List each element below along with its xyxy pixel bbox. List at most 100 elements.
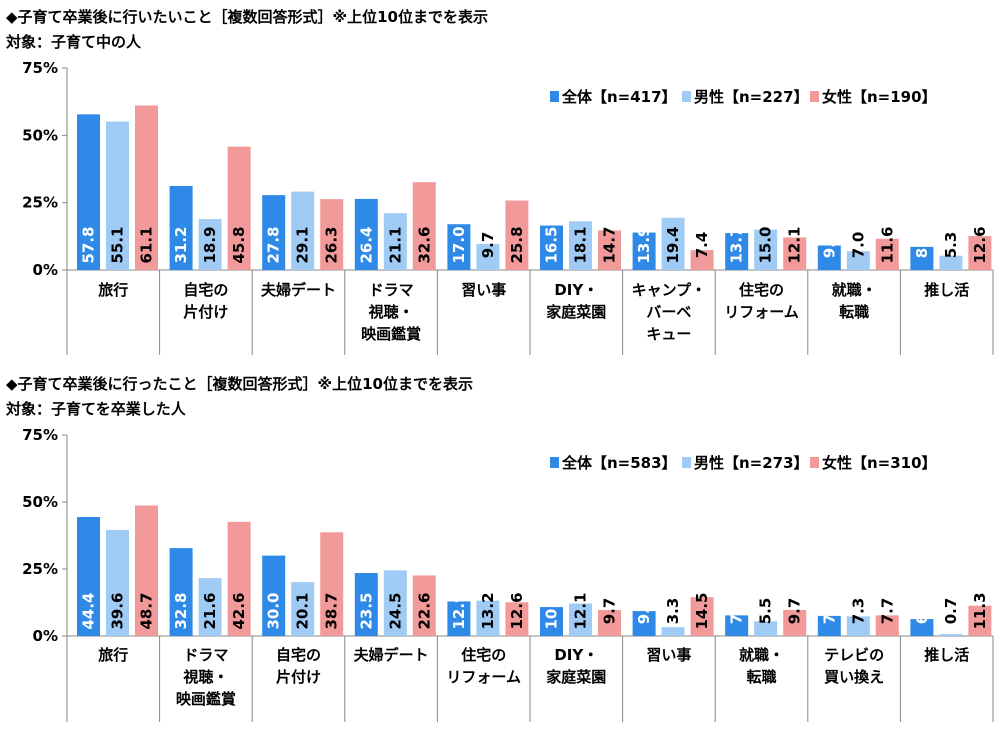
bar (754, 229, 778, 270)
data-label: 21.1 (386, 226, 404, 263)
data-label: 12.9 (450, 592, 468, 629)
bar (939, 255, 963, 270)
data-label: 31.2 (172, 226, 190, 263)
bar (569, 603, 592, 636)
category-label: 推し活 (924, 646, 969, 664)
data-label: 17.0 (450, 226, 468, 263)
bar (632, 611, 656, 636)
legend-swatch (550, 91, 559, 102)
chart1-plot: 0% 25% 50% 75% 57.8 31.2 27.8 26.4 17.0 16.5 13.9 1… (22, 59, 994, 355)
data-label: 15.0 (757, 226, 775, 263)
bar (77, 114, 100, 270)
data-label: 7.7 (878, 598, 896, 625)
legend-swatch (682, 457, 691, 468)
bar (725, 233, 749, 270)
data-label: 7.4 (693, 232, 711, 259)
y-tick-label: 25% (22, 194, 58, 212)
bar (169, 548, 193, 636)
data-label: 7.3 (849, 598, 867, 625)
legend-swatch (682, 91, 691, 102)
data-label: 39.6 (109, 592, 127, 629)
data-label: 16.5 (543, 226, 561, 263)
bar (262, 195, 286, 270)
data-label: 27.8 (265, 226, 283, 263)
y-tick-label: 50% (22, 126, 58, 144)
bar (198, 219, 222, 270)
bar (846, 251, 870, 270)
bar (505, 602, 529, 636)
data-label: 25.8 (508, 226, 526, 263)
category-label: 就職・転職 (832, 281, 877, 321)
data-label: 12.1 (786, 226, 804, 263)
data-label: 32.6 (415, 226, 433, 263)
data-label: 5.5 (757, 598, 775, 625)
category-label: 旅行 (98, 281, 128, 299)
bar (817, 245, 841, 270)
category-label: キャンプ・バーベキュー (632, 281, 707, 343)
category-label: 習い事 (461, 281, 506, 299)
data-label: 9.7 (601, 598, 619, 625)
bar (690, 597, 714, 636)
bar (354, 573, 378, 636)
data-label: 55.1 (109, 226, 127, 263)
data-label: 57.8 (80, 226, 98, 263)
data-label: 9.1 (820, 232, 838, 259)
data-label: 23.5 (357, 592, 375, 629)
data-label: 21.6 (201, 592, 219, 629)
data-label: 14.7 (601, 226, 619, 263)
data-label: 24.5 (386, 592, 404, 629)
bar (354, 198, 378, 270)
bar (783, 237, 807, 270)
data-label: 9.7 (479, 232, 497, 259)
data-label: 18.1 (572, 226, 590, 263)
data-label: 3.3 (664, 598, 682, 625)
data-label: 11.6 (878, 226, 896, 263)
category-label: 就職・転職 (739, 646, 784, 686)
chart2-plot: 0% 25% 50% 75% 44.4 32.8 30.0 23.5 12.9 10.8 9.3 7.… (22, 426, 994, 722)
bar (383, 570, 407, 636)
bar (910, 246, 934, 270)
data-label: 14.5 (693, 592, 711, 629)
bar (227, 521, 251, 636)
legend-swatch (810, 457, 819, 468)
data-label: 11.3 (971, 592, 989, 629)
legend-label: 女性【n=190】 (822, 88, 937, 106)
bar (135, 505, 158, 636)
data-label: 29.1 (294, 226, 312, 263)
bar (320, 532, 344, 636)
chart1-title: ◆子育て卒業後に行いたいこと［複数回答形式］※上位10位までを表示 (6, 8, 488, 26)
data-label: 13.9 (635, 226, 653, 263)
legend-label: 女性【n=310】 (822, 454, 937, 472)
data-label: 6.3 (913, 598, 931, 625)
bar (412, 182, 436, 270)
data-label: 30.0 (265, 592, 283, 629)
bar (598, 230, 621, 270)
data-label: 12.6 (971, 226, 989, 263)
data-label: 22.6 (415, 592, 433, 629)
bar (291, 582, 315, 636)
category-label: 住宅のリフォーム (446, 646, 521, 686)
data-label: 9.3 (635, 598, 653, 625)
data-label: 61.1 (138, 226, 156, 263)
category-label: 習い事 (646, 646, 691, 664)
bar (320, 199, 344, 270)
category-label: 住宅のリフォーム (724, 281, 799, 321)
bar (968, 605, 992, 636)
category-label: 自宅の片付け (276, 646, 321, 686)
data-label: 20.1 (294, 592, 312, 629)
category-label: 夫婦デート (354, 646, 429, 664)
legend-label: 全体【n=417】 (561, 88, 677, 106)
bar (412, 575, 436, 636)
category-label: テレビの買い換え (824, 646, 884, 686)
bar (135, 105, 158, 270)
bar (661, 217, 685, 270)
data-label: 32.8 (172, 592, 190, 629)
bar (875, 615, 899, 636)
bar (598, 610, 621, 636)
chart2-title: ◆子育て卒業後に行ったこと［複数回答形式］※上位10位までを表示 (6, 375, 473, 393)
bar (476, 243, 500, 270)
bar (476, 600, 500, 636)
bar (783, 610, 807, 636)
data-label: 12.6 (508, 592, 526, 629)
bar (875, 238, 899, 270)
